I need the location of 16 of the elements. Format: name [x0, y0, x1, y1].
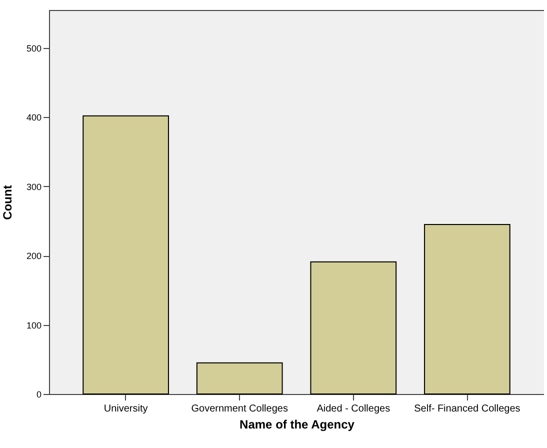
x-tick-label: Aided - Colleges	[316, 404, 390, 414]
x-tick-label: Government Colleges	[191, 404, 288, 414]
y-axis-title: Count	[0, 185, 14, 220]
bar	[424, 224, 510, 394]
y-tick-label: 100	[26, 320, 42, 330]
y-tick-label: 400	[26, 112, 42, 123]
x-axis-title: Name of the Agency	[240, 418, 355, 432]
bar	[310, 261, 397, 394]
x-tick-label: University	[104, 404, 148, 414]
x-tick-label: Self- Financed Colleges	[414, 404, 520, 414]
bar	[196, 362, 283, 394]
y-tick-label: 0	[36, 390, 42, 400]
y-tick-label: 200	[26, 251, 42, 262]
bar	[82, 115, 169, 394]
y-tick-label: 300	[26, 182, 42, 192]
y-tick-label: 500	[26, 44, 42, 54]
